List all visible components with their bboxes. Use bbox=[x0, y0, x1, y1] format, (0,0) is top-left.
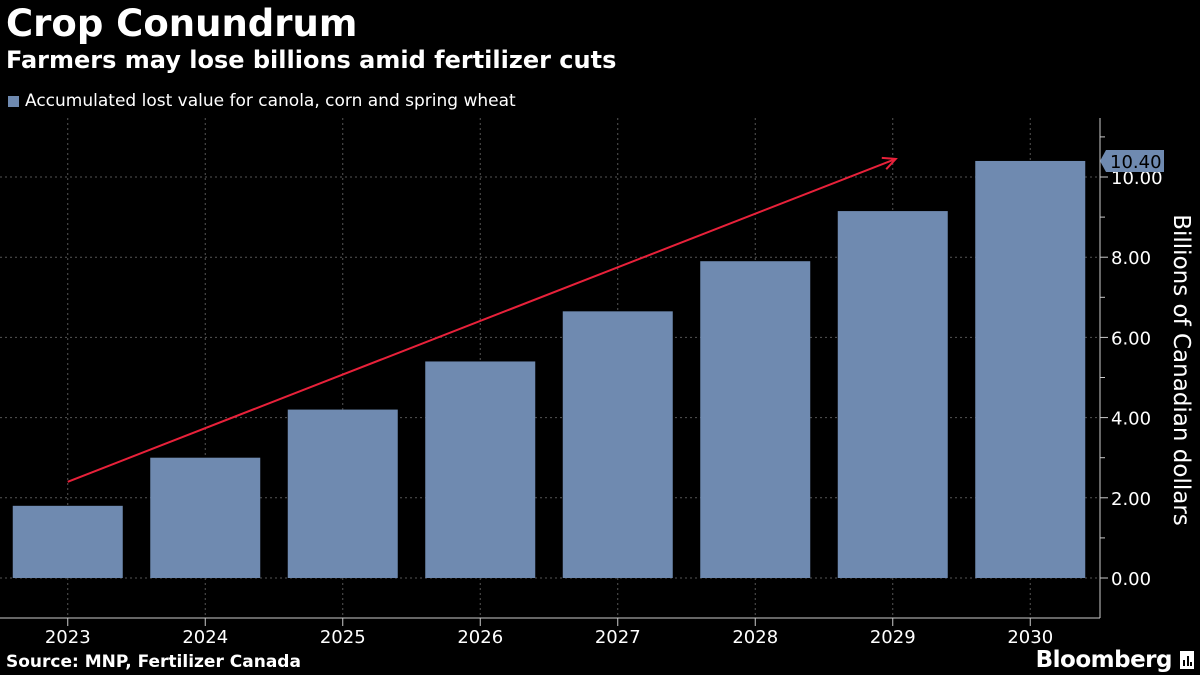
brand-logo-text: Bloomberg bbox=[1035, 647, 1173, 673]
x-tick-label: 2027 bbox=[595, 627, 641, 648]
y-tick-label: 10.00 bbox=[1111, 168, 1163, 189]
x-tick-label: 2026 bbox=[457, 627, 503, 648]
brand: Bloomberg bbox=[1036, 646, 1194, 674]
chart-subtitle: Farmers may lose billions amid fertilize… bbox=[6, 46, 617, 74]
bar bbox=[150, 457, 261, 578]
chart-title: Crop Conundrum bbox=[6, 2, 358, 45]
bar bbox=[975, 160, 1086, 578]
bar bbox=[837, 211, 948, 578]
x-tick-label: 2029 bbox=[870, 627, 916, 648]
bar bbox=[287, 409, 398, 578]
last-value-label: 10.40 bbox=[1110, 152, 1162, 173]
bar bbox=[700, 261, 811, 578]
trend-arrow-line bbox=[67, 158, 897, 483]
bar bbox=[425, 361, 536, 578]
y-axis-title: Billions of Canadian dollars bbox=[1168, 214, 1194, 526]
x-tick-label: 2024 bbox=[182, 627, 228, 648]
legend-label: Accumulated lost value for canola, corn … bbox=[25, 91, 516, 111]
legend: Accumulated lost value for canola, corn … bbox=[8, 90, 516, 112]
y-tick-label: 2.00 bbox=[1111, 489, 1151, 510]
bar bbox=[12, 505, 123, 578]
y-tick-label: 6.00 bbox=[1111, 328, 1151, 349]
source-note: Source: MNP, Fertilizer Canada bbox=[6, 652, 301, 672]
y-tick-label: 4.00 bbox=[1111, 409, 1151, 430]
trend-arrow-head bbox=[881, 156, 898, 170]
bar bbox=[562, 311, 673, 578]
x-tick-label: 2023 bbox=[45, 627, 91, 648]
bloomberg-chart-icon bbox=[1180, 651, 1194, 669]
last-value-badge bbox=[1100, 149, 1164, 172]
y-tick-label: 0.00 bbox=[1111, 569, 1151, 590]
x-tick-label: 2028 bbox=[732, 627, 778, 648]
legend-swatch bbox=[8, 95, 19, 107]
y-tick-label: 8.00 bbox=[1111, 248, 1151, 269]
x-tick-label: 2025 bbox=[320, 627, 366, 648]
x-tick-label: 2030 bbox=[1007, 627, 1053, 648]
